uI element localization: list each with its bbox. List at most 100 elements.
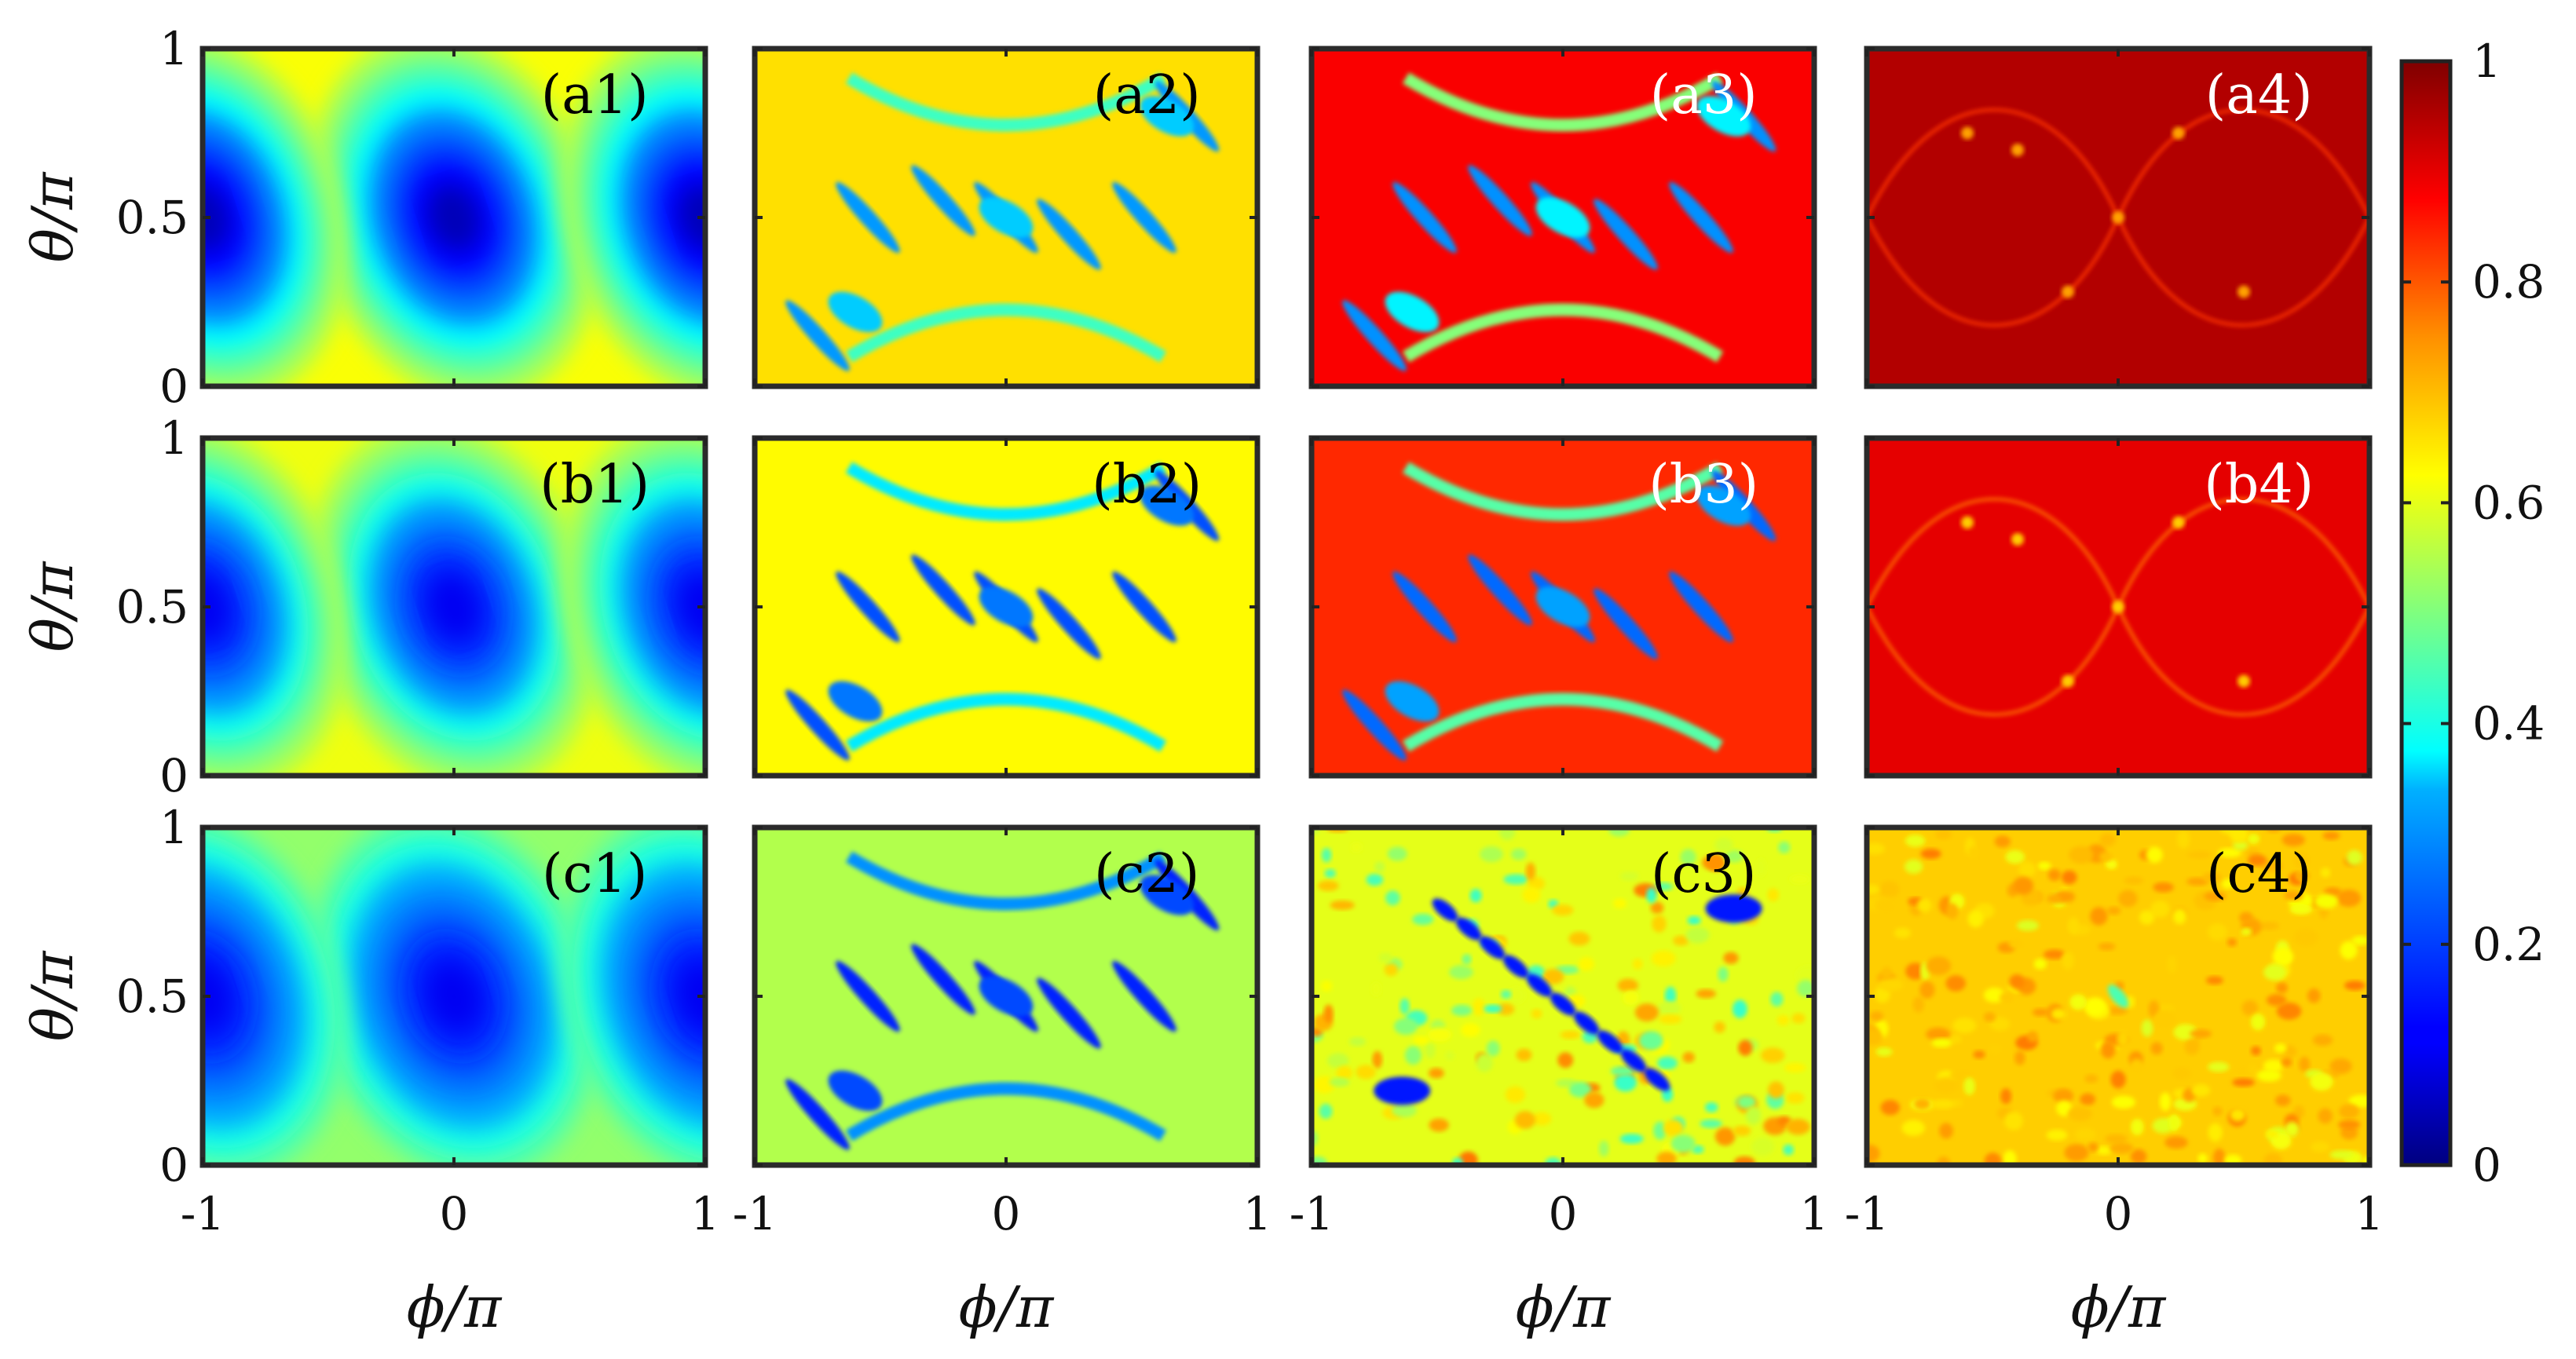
speckle — [1904, 859, 1923, 874]
speckle — [2285, 1122, 2300, 1138]
y-tick-label: 0.5 — [116, 970, 188, 1023]
speckle — [2344, 981, 2366, 991]
band-slash — [1669, 181, 1733, 254]
x-tick-label: 0 — [992, 1187, 1021, 1240]
chain-blob — [1479, 936, 1506, 959]
speckle — [1480, 846, 1503, 863]
speckle — [2069, 846, 2094, 864]
band-slash — [911, 165, 975, 236]
speckle — [1614, 1073, 1637, 1092]
speckle — [1878, 978, 1904, 992]
line-spot — [1961, 516, 1974, 529]
speckle — [1498, 827, 1516, 840]
speckle — [2056, 1100, 2073, 1116]
well-contour — [427, 574, 481, 640]
panel-label: (c2) — [1094, 843, 1199, 905]
speckle — [2075, 1127, 2096, 1142]
speckle — [1598, 1140, 1609, 1157]
speckle — [1569, 1082, 1592, 1098]
speckle — [1756, 858, 1766, 877]
speckle — [2221, 879, 2234, 890]
speckle — [1736, 886, 1749, 897]
speckle — [2187, 850, 2212, 859]
speckle — [2008, 939, 2023, 948]
x-axis-label: ϕ/π — [2071, 1274, 2167, 1340]
speckle — [2004, 1111, 2023, 1131]
band-slash — [911, 554, 975, 626]
x-tick-label: -1 — [1845, 1187, 1890, 1240]
band-slash — [785, 689, 850, 761]
speckle — [1797, 980, 1814, 997]
speckle — [1867, 842, 1886, 855]
speckle — [2168, 1114, 2179, 1132]
speckle — [1425, 1042, 1436, 1059]
speckle — [2340, 941, 2358, 960]
band-blob — [979, 197, 1034, 238]
speckle — [1714, 1021, 1725, 1033]
panel-c4: (c4) — [1864, 824, 2373, 1168]
speckle — [1963, 1077, 1975, 1095]
speckle — [1374, 861, 1385, 873]
speckle — [1484, 1004, 1502, 1013]
speckle — [1778, 841, 1791, 853]
x-axis-label: ϕ/π — [959, 1274, 1055, 1340]
speckle — [2043, 949, 2066, 959]
speckle — [2000, 1088, 2012, 1105]
speckle — [1786, 1091, 1805, 1104]
x-axis-label: ϕ/π — [407, 1274, 503, 1340]
dark-blob — [1705, 894, 1762, 923]
y-tick-label: 0 — [159, 360, 188, 413]
heatmap-field — [203, 49, 705, 386]
band-blob — [828, 291, 883, 333]
band-slash — [785, 300, 850, 371]
chain-blob — [1502, 955, 1529, 978]
speckle — [1968, 846, 1979, 860]
heatmap-field — [755, 827, 1257, 1165]
speckle — [1632, 958, 1643, 970]
speckle — [1696, 988, 1717, 999]
colorbar-tick-label: 0.2 — [2472, 918, 2545, 971]
speckle — [2320, 868, 2331, 879]
speckle — [1670, 1134, 1696, 1153]
speckle — [2263, 1153, 2283, 1165]
speckle — [2192, 1083, 2211, 1097]
speckle — [1542, 969, 1564, 985]
speckle — [2250, 1013, 2266, 1031]
speckle — [1776, 1014, 1790, 1026]
band-blob — [1140, 875, 1195, 915]
speckle — [2311, 1142, 2330, 1153]
speckle — [2208, 1123, 2223, 1142]
chain-blob — [1644, 1068, 1670, 1091]
speckle — [1707, 854, 1725, 871]
speckle — [2212, 1106, 2223, 1116]
speckle — [2003, 1150, 2017, 1165]
x-tick-label: -1 — [1290, 1187, 1334, 1240]
panel-label: (a3) — [1650, 64, 1758, 126]
speckle — [1880, 1099, 1901, 1116]
center-blob — [2107, 985, 2129, 1008]
panel-b3: (b3) — [1308, 435, 1817, 779]
speckle — [1989, 1043, 2002, 1055]
speckle — [1531, 1112, 1552, 1126]
speckle — [1400, 998, 1410, 1015]
speckle — [2177, 830, 2190, 849]
speckle — [1404, 1046, 1422, 1065]
heatmap-field — [1312, 438, 1814, 776]
speckle — [2009, 974, 2025, 989]
speckle — [1394, 1017, 1418, 1036]
band-blob — [1385, 291, 1440, 333]
speckle — [1372, 1050, 1383, 1069]
speckle — [1568, 931, 1590, 946]
speckle — [1646, 887, 1657, 904]
speckle — [2178, 1006, 2194, 1020]
band-blob — [1140, 485, 1195, 526]
speckle — [2068, 1106, 2092, 1121]
speckle — [2256, 1069, 2281, 1082]
speckle — [2090, 907, 2108, 926]
panel-c2: (c2) — [752, 824, 1261, 1168]
speckle — [2047, 893, 2062, 904]
band-slash — [1594, 588, 1658, 659]
speckle — [2274, 1094, 2291, 1106]
speckle — [1926, 1027, 1951, 1041]
band-slash — [836, 960, 900, 1032]
